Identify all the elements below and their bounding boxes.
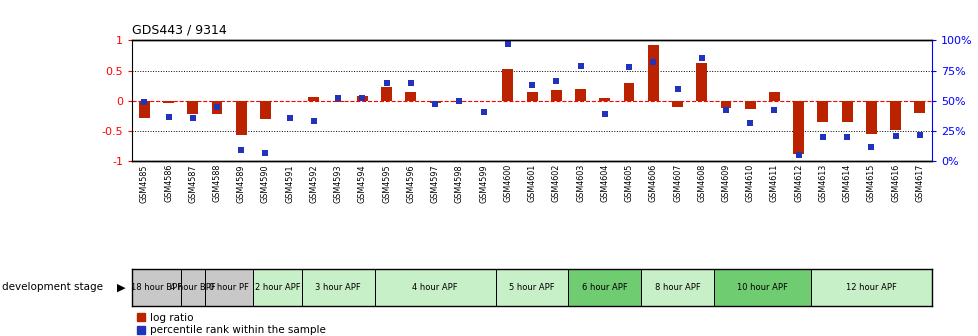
Bar: [236, 101, 246, 135]
Point: [500, 41, 515, 47]
Point: [863, 144, 878, 150]
Bar: [641, 269, 713, 306]
Text: GDS443 / 9314: GDS443 / 9314: [132, 24, 227, 37]
Bar: [429, 101, 440, 102]
Point: [257, 150, 273, 156]
Point: [160, 114, 176, 119]
Bar: [695, 63, 706, 101]
Bar: [720, 101, 731, 108]
Text: development stage: development stage: [2, 282, 103, 292]
Text: 10 hour APF: 10 hour APF: [736, 283, 787, 292]
Point: [645, 59, 660, 65]
Text: 4 hour BPF: 4 hour BPF: [170, 283, 215, 292]
Bar: [810, 269, 931, 306]
Point: [378, 80, 394, 85]
Bar: [211, 101, 222, 114]
Bar: [357, 96, 368, 101]
Point: [233, 148, 248, 153]
Bar: [889, 101, 900, 130]
Point: [185, 115, 200, 120]
Point: [887, 133, 903, 138]
Bar: [495, 269, 568, 306]
Text: 8 hour APF: 8 hour APF: [654, 283, 699, 292]
Bar: [551, 90, 561, 101]
Point: [403, 80, 419, 85]
Bar: [599, 98, 609, 101]
Point: [209, 104, 225, 110]
Bar: [574, 89, 586, 101]
Point: [426, 102, 442, 107]
Bar: [405, 92, 416, 101]
Point: [354, 96, 370, 101]
Bar: [502, 69, 512, 101]
Bar: [181, 269, 204, 306]
Point: [597, 112, 612, 117]
Bar: [526, 92, 537, 101]
Bar: [841, 101, 852, 122]
Bar: [769, 92, 779, 101]
Bar: [260, 101, 271, 119]
Bar: [333, 101, 343, 102]
Text: ▶: ▶: [116, 282, 125, 292]
Bar: [163, 101, 174, 103]
Text: 5 hour APF: 5 hour APF: [509, 283, 555, 292]
Point: [523, 82, 539, 88]
Text: 0 hour PF: 0 hour PF: [209, 283, 248, 292]
Point: [838, 134, 854, 140]
Point: [282, 115, 297, 120]
Point: [815, 134, 830, 140]
Bar: [253, 269, 301, 306]
Bar: [744, 101, 755, 109]
Point: [451, 98, 467, 103]
Bar: [866, 101, 876, 134]
Point: [693, 56, 709, 61]
Bar: [792, 101, 803, 154]
Point: [718, 108, 734, 113]
Text: 4 hour APF: 4 hour APF: [412, 283, 458, 292]
Legend: log ratio, percentile rank within the sample: log ratio, percentile rank within the sa…: [137, 313, 326, 335]
Text: 18 hour BPF: 18 hour BPF: [131, 283, 182, 292]
Point: [766, 108, 781, 113]
Bar: [623, 83, 634, 101]
Bar: [647, 45, 658, 101]
Bar: [132, 269, 181, 306]
Bar: [187, 101, 198, 114]
Bar: [204, 269, 253, 306]
Point: [669, 86, 685, 91]
Point: [330, 96, 345, 101]
Text: 2 hour APF: 2 hour APF: [254, 283, 300, 292]
Bar: [671, 101, 683, 107]
Point: [741, 120, 757, 125]
Point: [136, 99, 152, 105]
Point: [475, 109, 491, 114]
Bar: [568, 269, 641, 306]
Bar: [380, 87, 392, 101]
Bar: [713, 269, 810, 306]
Bar: [454, 101, 465, 102]
Point: [548, 79, 563, 84]
Bar: [913, 101, 924, 113]
Bar: [375, 269, 495, 306]
Text: 6 hour APF: 6 hour APF: [581, 283, 627, 292]
Bar: [301, 269, 375, 306]
Text: 12 hour APF: 12 hour APF: [845, 283, 896, 292]
Bar: [308, 96, 319, 101]
Point: [790, 153, 806, 158]
Point: [621, 64, 637, 70]
Bar: [817, 101, 827, 122]
Point: [911, 132, 927, 137]
Point: [306, 119, 322, 124]
Point: [572, 63, 588, 69]
Text: 3 hour APF: 3 hour APF: [315, 283, 361, 292]
Bar: [139, 101, 150, 118]
